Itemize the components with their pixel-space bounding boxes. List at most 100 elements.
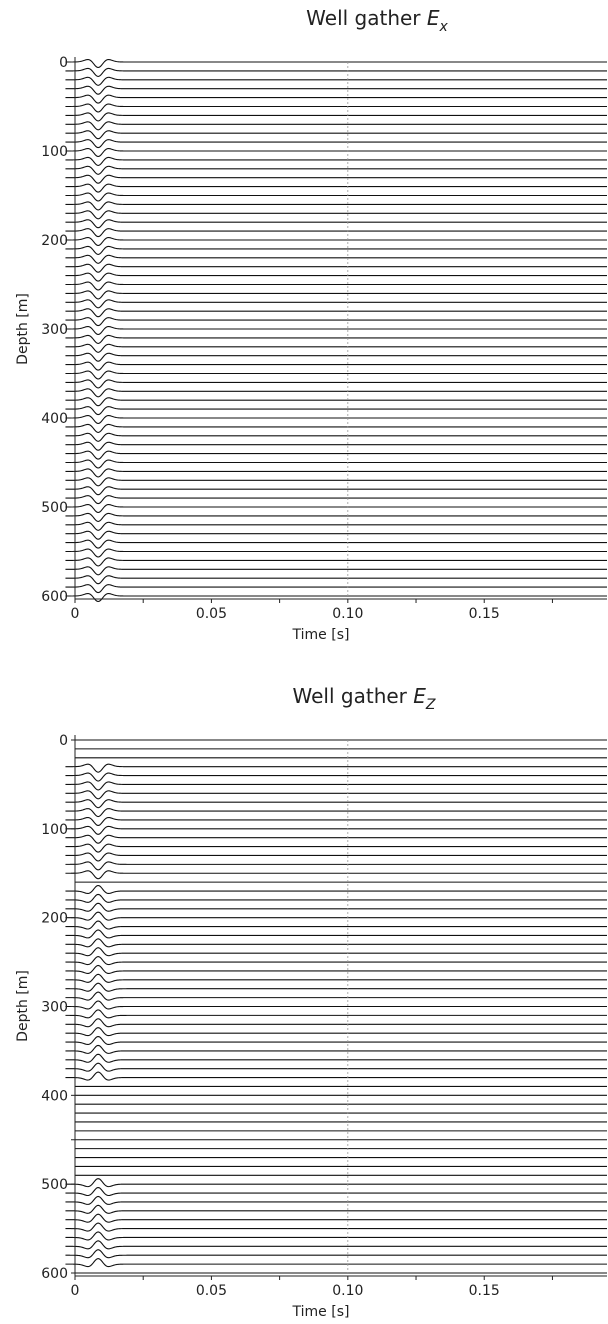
trace-line (65, 495, 607, 505)
chart-title-text: Well gather (306, 6, 427, 30)
trace-line (65, 1062, 607, 1072)
trace-line (65, 388, 607, 398)
chart-title: Well gather EZ (293, 684, 436, 713)
chart-panel-ez: Well gather EZ 0 100 200 300 400 500 600 0 0.05… (15, 684, 607, 1320)
trace-line (65, 103, 607, 113)
x-tick-label: 0.15 (469, 1283, 500, 1299)
trace-line (65, 441, 607, 451)
trace-line (65, 139, 607, 149)
y-tick-label: 400 (41, 1088, 68, 1104)
trace-line (65, 566, 607, 576)
x-axis-label: Time [s] (292, 627, 350, 643)
x-ticks: 0 0.05 0.10 0.15 (71, 1276, 553, 1299)
trace-line (65, 1009, 607, 1019)
x-axis-label: Time [s] (292, 1304, 350, 1320)
y-axis-label: Depth [m] (15, 970, 31, 1042)
y-tick-label: 300 (41, 322, 68, 338)
trace-line (65, 947, 607, 957)
trace-line (65, 236, 607, 247)
trace-line (65, 512, 607, 522)
trace-line (65, 308, 607, 318)
trace-line (65, 325, 607, 336)
trace-line (65, 929, 607, 939)
trace-line (65, 165, 607, 175)
trace-line (65, 781, 607, 791)
x-ticks: 0 0.05 0.10 0.15 (71, 599, 553, 622)
trace-line (65, 406, 607, 416)
chart-panel-ex: Well gather Ex 0 100 200 300 400 500 600 0 0.05… (15, 6, 607, 643)
chart-title: Well gather Ex (306, 6, 448, 35)
trace-line (65, 825, 607, 835)
trace-line (65, 352, 607, 362)
trace-line (65, 1018, 607, 1028)
trace-line (65, 893, 607, 903)
trace-line (65, 245, 607, 255)
y-tick-label: 100 (41, 144, 68, 160)
y-tick-label: 500 (41, 1177, 68, 1193)
trace-line (65, 254, 607, 264)
trace-line (65, 219, 607, 229)
x-tick-label: 0.05 (196, 1283, 227, 1299)
y-ticks: 0 100 200 300 400 500 600 (41, 55, 75, 605)
axes-frame (74, 57, 607, 600)
trace-line (65, 530, 607, 540)
trace-line (65, 763, 607, 773)
y-tick-label: 200 (41, 233, 68, 249)
trace-line (65, 85, 607, 95)
trace-line (65, 1222, 607, 1232)
y-tick-label: 0 (59, 733, 68, 749)
trace-line (65, 991, 607, 1001)
trace-line (65, 1240, 607, 1250)
trace-line (65, 1204, 607, 1214)
trace-line (65, 584, 607, 594)
trace-line (65, 58, 607, 69)
y-tick-label: 300 (41, 1000, 68, 1016)
trace-line (65, 834, 607, 844)
trace-line (65, 414, 607, 425)
trace-line (65, 397, 607, 407)
trace-line (65, 816, 607, 827)
y-tick-label: 500 (41, 500, 68, 516)
trace-line (65, 956, 607, 966)
trace-line (65, 870, 607, 880)
chart-title-subscript: x (439, 19, 449, 35)
trace-line (65, 192, 607, 202)
trace-line (65, 592, 607, 603)
y-tick-label: 600 (41, 1266, 68, 1282)
trace-line (65, 772, 607, 782)
trace-line (65, 76, 607, 86)
trace-line (65, 361, 607, 371)
y-tick-label: 200 (41, 911, 68, 927)
trace-line (65, 201, 607, 211)
trace-line (65, 1231, 607, 1241)
trace-line (65, 299, 607, 309)
trace-line (65, 938, 607, 948)
trace-line (65, 799, 607, 809)
x-tick-label: 0 (71, 606, 80, 622)
trace-line (65, 334, 607, 344)
trace-line (65, 183, 607, 193)
trace-line (65, 1249, 607, 1259)
trace-line (65, 1053, 607, 1063)
chart-title-symbol: E (427, 6, 440, 30)
chart-title-symbol: E (413, 684, 426, 708)
trace-line (65, 281, 607, 291)
trace-line (65, 548, 607, 558)
trace-line (65, 370, 607, 380)
trace-line (65, 808, 607, 818)
trace-line (65, 121, 607, 131)
trace-line (65, 790, 607, 800)
trace-line (65, 174, 607, 184)
trace-line (65, 210, 607, 220)
chart-title-text: Well gather (293, 684, 414, 708)
trace-line (65, 911, 607, 921)
trace-line (65, 156, 607, 166)
trace-line (65, 486, 607, 496)
trace-line (65, 843, 607, 853)
x-tick-label: 0 (71, 1283, 80, 1299)
trace-line (65, 852, 607, 862)
trace-line (65, 861, 607, 871)
trace-line (65, 1195, 607, 1205)
x-tick-label: 0.05 (196, 606, 227, 622)
